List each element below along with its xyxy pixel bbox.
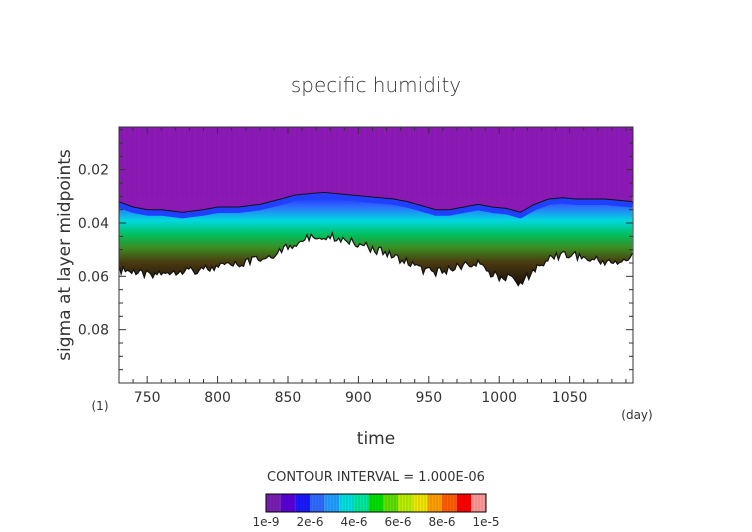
colorbar-label: 8e-6 — [429, 515, 456, 529]
moist-boundary-line — [119, 191, 633, 213]
colorbar — [265, 493, 487, 513]
colorbar-swatch — [354, 494, 369, 512]
colorbar-swatch — [398, 494, 413, 512]
colorbar-swatch — [310, 494, 325, 512]
colorbar-swatch — [383, 494, 398, 512]
contour-interval-label: CONTOUR INTERVAL = 1.000E-06 — [267, 470, 485, 485]
plot-frame — [118, 126, 634, 384]
x-tick-label: 950 — [415, 390, 442, 406]
y-unit-label: (1) — [92, 399, 109, 413]
colorbar-swatch — [339, 494, 354, 512]
dry-region — [119, 127, 633, 213]
colorbar-swatch — [427, 494, 442, 512]
colorbar-swatch — [456, 494, 472, 512]
colorbar-swatch — [266, 494, 281, 512]
colorbar-swatch — [442, 494, 457, 512]
colorbar-label: 6e-6 — [385, 515, 412, 529]
colorbar-swatch — [280, 494, 296, 512]
colorbar-frame — [265, 493, 487, 513]
colorbar-swatch — [295, 494, 310, 512]
colorbar-swatch — [471, 494, 486, 512]
x-tick-label: 1000 — [481, 390, 517, 406]
moist-band — [119, 192, 633, 286]
x-axis-label: time — [357, 429, 395, 449]
colorbar-label: 4e-6 — [341, 515, 368, 529]
plot-area — [119, 127, 633, 383]
y-axis-label: sigma at layer midpoints — [55, 149, 75, 361]
colorbar-label: 1e-9 — [253, 515, 280, 529]
y-tick-label: 0.08 — [78, 323, 109, 339]
x-tick-label: 800 — [204, 390, 231, 406]
x-tick-label: 1050 — [552, 390, 588, 406]
y-tick-label: 0.04 — [78, 216, 109, 232]
lower-boundary-line — [119, 231, 633, 287]
colorbar-swatch — [324, 494, 340, 512]
colorbar-swatch — [368, 494, 384, 512]
x-tick-label: 850 — [275, 390, 302, 406]
x-tick-label: 900 — [345, 390, 372, 406]
chart-title: specific humidity — [291, 73, 461, 97]
x-tick-label: 750 — [134, 390, 161, 406]
y-tick-label: 0.06 — [78, 269, 109, 285]
colorbar-swatch — [412, 494, 428, 512]
y-tick-label: 0.02 — [78, 163, 109, 179]
moist-boundary-edge — [119, 192, 633, 219]
x-unit-label: (day) — [621, 408, 652, 422]
colorbar-label: 2e-6 — [297, 515, 324, 529]
colorbar-label: 1e-5 — [473, 515, 500, 529]
